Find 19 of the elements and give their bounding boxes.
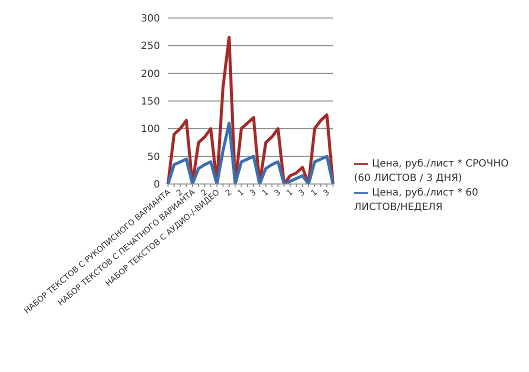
x-tick-label: 3 bbox=[297, 188, 307, 198]
y-tick-label: 150 bbox=[140, 96, 160, 108]
x-tick-label: 1 bbox=[260, 188, 270, 198]
y-tick-label: 50 bbox=[147, 152, 160, 163]
legend-label: Цена, руб./лист * 60 ЛИСТОВ/НЕДЕЛЯ bbox=[354, 188, 478, 213]
x-tick-label: 1 bbox=[309, 188, 319, 198]
x-tick-label: 1 bbox=[236, 188, 246, 198]
y-tick-label: 200 bbox=[140, 68, 160, 80]
y-tick-label: 250 bbox=[140, 41, 160, 52]
x-tick-label: 3 bbox=[248, 188, 258, 198]
y-tick-label: 100 bbox=[140, 124, 160, 136]
x-tick-label: 2 bbox=[224, 188, 234, 198]
y-tick-label: 0 bbox=[154, 180, 160, 191]
line-series bbox=[166, 122, 334, 184]
x-tick-label: 3 bbox=[321, 188, 332, 198]
y-tick-label: 300 bbox=[140, 14, 160, 25]
x-tick-label: 3 bbox=[272, 188, 282, 198]
x-tick-label: 1 bbox=[284, 188, 295, 198]
legend-label: Цена, руб./лист * СРОЧНО (60 ЛИСТОВ / 3 ДНЯ) bbox=[354, 159, 509, 184]
